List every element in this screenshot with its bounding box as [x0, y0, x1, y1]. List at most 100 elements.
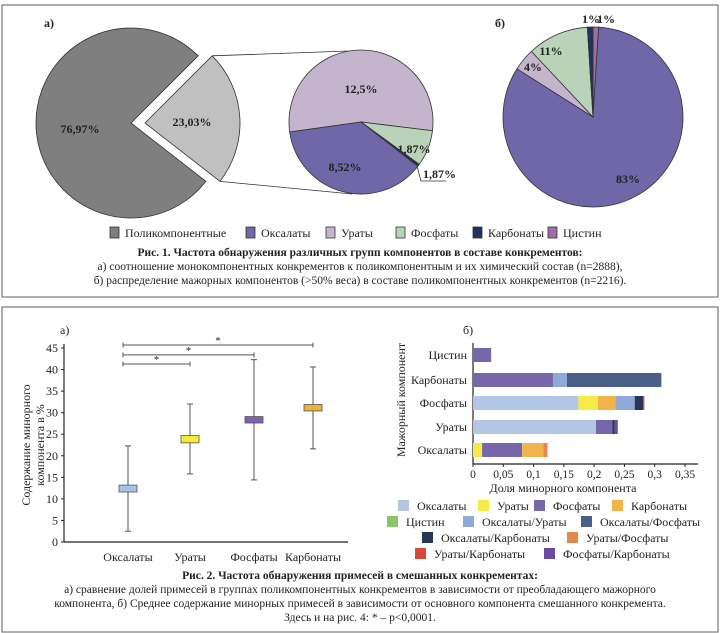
pie-label: 11%: [539, 44, 562, 58]
bar-segment-фосфаты-оксалаты-ураты: [615, 396, 635, 410]
fig1-caption-line1: а) соотношение монокомпонентных конкреме…: [98, 261, 623, 273]
legend-label: Цистин: [406, 515, 445, 529]
legend-label: Ураты/Фосфаты: [586, 531, 668, 545]
bar-segment-карбонаты-фосфаты: [473, 373, 553, 387]
y-tick-label: 15: [46, 470, 58, 484]
bar-segment-оксалаты-фосфаты: [482, 443, 523, 457]
bar-segment-фосфаты-оксалаты: [473, 396, 579, 410]
bar-segment-фосфаты-карбонаты: [597, 396, 616, 410]
y-axis-title: компонента в %: [33, 404, 47, 486]
legend-item-поликомпонентные: Поликомпонентные: [109, 226, 226, 240]
box-карбонаты: Карбонаты: [285, 366, 341, 564]
bar-segment-ураты-фосфаты: [595, 420, 613, 434]
bar-segment-карбонаты-оксалаты-фосфаты: [566, 373, 662, 387]
fig2-caption-line3: Здесь и на рис. 4: * – p<0,0001.: [284, 612, 436, 624]
y-tick-label: 10: [46, 492, 58, 506]
stacked-bar-chart: 0 0,05 0,1 0,15 0,2 0,25 0,3 0,35 Доля минорного…: [387, 342, 700, 561]
bar-segment-оксалаты-карбонаты: [522, 443, 544, 457]
x-tick-label: 0,05: [493, 469, 513, 481]
fig2-caption-title: Рис. 2. Частота обнаружения примесей в с…: [182, 570, 538, 582]
pie-slice-оксалаты: [289, 121, 419, 195]
pie-label: 83%: [616, 172, 640, 186]
x-tick-label: 0,2: [587, 469, 602, 481]
legend-swatch: [581, 516, 592, 527]
legend-label: Поликомпонентные: [125, 226, 226, 240]
legend-swatch: [567, 532, 578, 543]
bar-segment-цистин-фосфаты: [473, 348, 492, 362]
legend-item-цистин: Цистин: [547, 226, 602, 240]
legend-swatch: [415, 548, 426, 559]
fig2-caption-line2: компонента, б) Среднее содержание минорн…: [54, 598, 666, 610]
legend-label: Оксалаты/Фосфаты: [600, 515, 700, 529]
y-axis-title: Мажорный компонент: [394, 342, 408, 457]
significance-label: *: [186, 345, 192, 357]
bar-segment-оксалаты-ураты: [473, 443, 483, 457]
fig1-panel-a-label: а): [44, 16, 54, 30]
box-iqr: [303, 404, 323, 412]
significance-bracket: *: [122, 345, 255, 358]
y-tick-label: 45: [46, 341, 58, 355]
figure1-legend: Поликомпонентные Оксалаты Ураты Фосфаты Карб…: [109, 226, 602, 240]
x-tick-label: 0,35: [675, 469, 695, 481]
y-tick-label: 25: [46, 427, 58, 441]
y-tick-label: 35: [46, 384, 58, 398]
legend-item-оксалаты: Оксалаты: [398, 499, 466, 513]
y-tick-label: 30: [46, 406, 58, 420]
pie-label: 1%: [582, 12, 600, 26]
y-tick-label: Оксалаты: [418, 443, 467, 457]
legend-swatch: [612, 500, 623, 511]
x-tick-label: 0,15: [554, 469, 574, 481]
legend-item-фосфаты: Фосфаты: [395, 226, 458, 240]
y-tick-label: 40: [46, 363, 58, 377]
legend-item-карбонаты: Карбонаты: [612, 499, 687, 513]
legend-swatch: [387, 516, 398, 527]
pie-slice-карбонаты: [586, 26, 594, 118]
box-ураты: Ураты: [174, 403, 206, 564]
box-фосфаты: Фосфаты: [230, 359, 278, 564]
bar-segment-оксалаты-ураты-фосфаты: [543, 443, 548, 457]
legend-label: Ураты: [341, 226, 373, 240]
box-iqr: [180, 435, 200, 444]
x-tick-label: Оксалаты: [103, 550, 152, 564]
x-tick-label: Ураты: [174, 550, 206, 564]
fig2-panel-b-label: б): [463, 323, 473, 337]
pie-slice-ураты: [288, 49, 434, 133]
bar-segment-фосфаты-ураты-карбонаты: [643, 396, 645, 410]
y-axis-title: Содержание минорного: [19, 384, 33, 505]
fig1-panel-b-label: б): [495, 16, 505, 30]
legend-item-карбонаты: Карбонаты: [472, 226, 544, 240]
legend-item-ураты: Ураты: [325, 226, 373, 240]
significance-bracket: *: [122, 354, 191, 367]
box-iqr: [244, 416, 264, 424]
legend-label: Фосфаты: [411, 226, 458, 240]
legend-label: Оксалаты: [417, 499, 466, 513]
bar-segment-ураты-фосфаты-карбонаты: [614, 420, 618, 434]
fig1-caption-title: Рис. 1. Частота обнаружения различных гр…: [137, 247, 582, 259]
callout-line: [416, 165, 446, 182]
y-tick-label: Ураты: [435, 420, 467, 434]
legend-swatch: [398, 500, 409, 511]
y-tick-label: Карбонаты: [411, 373, 467, 387]
x-tick-label: 0,25: [614, 469, 634, 481]
connector-line: [219, 180, 353, 195]
box-iqr: [118, 484, 138, 493]
legend-item-ураты-фосфаты: Ураты/Фосфаты: [567, 531, 668, 545]
boxplot-chart: 0 5 10 15 20 25 30 35 40 45 Содержание минорного ко…: [19, 335, 348, 564]
legend-item-фосфаты-карбонаты: Фосфаты/Карбонаты: [544, 547, 670, 561]
pie-chart-b: 1% 83% 4% 11% 1%: [502, 12, 684, 208]
legend-swatch: [422, 532, 433, 543]
legend-label: Цистин: [563, 226, 602, 240]
pie-chart-a: 76,97% 23,03%: [35, 27, 353, 219]
fig2-panel-a-label: а): [60, 323, 69, 337]
legend-label: Карбонаты: [631, 499, 687, 513]
legend-label: Фосфаты: [553, 499, 600, 513]
pie-label: 12,5%: [345, 82, 378, 96]
legend-item-ураты-карбонаты: Ураты/Карбонаты: [415, 547, 525, 561]
pie-label: 76,97%: [61, 122, 100, 136]
pie-slice-monocomponent: [144, 55, 241, 182]
box-оксалаты: Оксалаты: [103, 445, 153, 564]
legend-item-оксалаты: Оксалаты: [245, 226, 310, 240]
legend-item-оксалаты-ураты: Оксалаты/Ураты: [463, 515, 567, 529]
y-tick-label: 20: [46, 449, 58, 463]
